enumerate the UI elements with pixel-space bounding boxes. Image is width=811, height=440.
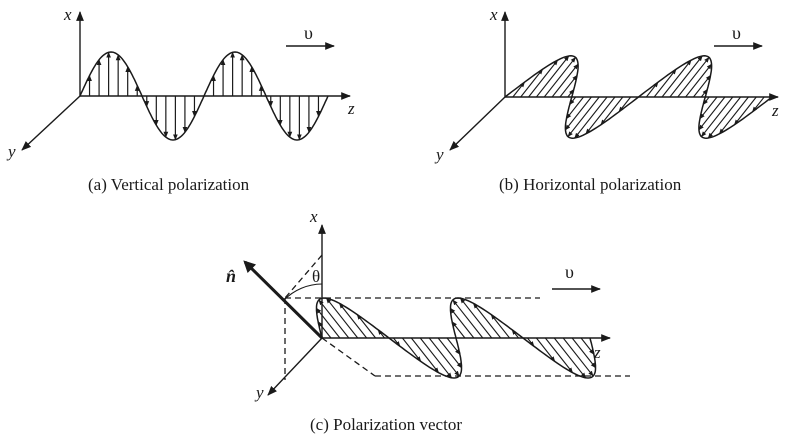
- field-arrow: [700, 89, 708, 98]
- panel-a-vertical-polarization: [21, 11, 351, 151]
- panel-a-label-y: y: [6, 142, 16, 161]
- field-arrow: [618, 96, 632, 113]
- panel-a-field-arrows: [87, 51, 321, 141]
- field-arrow: [751, 96, 765, 113]
- field-arrow: [698, 96, 726, 131]
- field-arrow: [685, 63, 712, 98]
- field-arrow: [528, 59, 559, 98]
- field-arrow: [567, 96, 600, 138]
- field-arrow: [393, 337, 401, 347]
- panel-c-polarization-vector: [243, 224, 630, 396]
- field-arrow: [544, 337, 574, 374]
- field-arrow: [718, 96, 749, 135]
- panel-b-label-z: z: [771, 101, 779, 120]
- field-arrow: [316, 307, 341, 339]
- field-arrow: [338, 302, 368, 339]
- panel-c-label-velocity: υ: [565, 262, 574, 282]
- panel-a-label-velocity: υ: [304, 23, 313, 43]
- field-arrow: [693, 74, 712, 98]
- field-arrow: [318, 299, 350, 339]
- panel-b-label-x: x: [489, 5, 498, 24]
- field-arrow: [325, 297, 359, 339]
- field-arrow: [511, 329, 519, 339]
- panel-c-label-theta: θ: [312, 267, 320, 286]
- panel-c-label-z: z: [593, 343, 601, 362]
- panel-c-theta-arc: [283, 283, 323, 301]
- field-arrow: [520, 68, 544, 98]
- field-arrow: [707, 96, 742, 139]
- field-arrow: [551, 63, 579, 98]
- panel-c-label-x: x: [309, 207, 318, 226]
- field-arrow: [559, 74, 578, 98]
- panel-c-label-y: y: [254, 383, 264, 402]
- field-arrow: [571, 337, 596, 369]
- panel-b-wave: [504, 55, 773, 139]
- field-arrow: [451, 321, 466, 339]
- field-arrow: [567, 89, 575, 98]
- field-arrow: [580, 337, 595, 355]
- field-arrow: [527, 337, 535, 347]
- panel-b-field-arrows: [512, 55, 765, 139]
- field-arrow: [428, 337, 460, 377]
- field-arrow: [410, 337, 440, 374]
- panel-b-label-velocity: υ: [732, 23, 741, 43]
- field-arrow: [701, 96, 734, 138]
- field-arrow: [543, 56, 576, 98]
- panel-c-y-axis: [267, 337, 323, 396]
- field-arrow: [562, 337, 594, 377]
- field-arrow: [574, 96, 608, 139]
- panel-a-label-z: z: [347, 99, 355, 118]
- panel-a-wave: [79, 51, 329, 141]
- panel-a-label-x: x: [63, 5, 72, 24]
- field-arrow: [585, 96, 616, 135]
- panel-b-label-y: y: [434, 145, 444, 164]
- field-arrow: [565, 96, 592, 131]
- field-arrow: [677, 56, 710, 98]
- field-arrow: [600, 96, 624, 126]
- field-arrow: [733, 96, 757, 126]
- panel-c-unit-vector-arrow: [243, 260, 324, 340]
- field-arrow: [437, 337, 462, 369]
- field-arrow: [565, 96, 584, 120]
- field-arrow: [653, 68, 677, 98]
- panel-a-caption: (a) Vertical polarization: [88, 175, 250, 194]
- field-arrow: [459, 297, 493, 339]
- panel-c-field-hatch: [316, 297, 596, 379]
- field-arrow: [661, 59, 692, 98]
- panel-b-y-axis: [449, 96, 506, 151]
- field-arrow: [419, 337, 453, 379]
- field-arrow: [553, 337, 587, 379]
- field-arrow: [356, 314, 377, 339]
- field-arrow: [472, 302, 502, 339]
- panel-c-label-unit-vector: n̂: [226, 266, 236, 286]
- field-arrow: [535, 55, 570, 98]
- field-arrow: [702, 96, 710, 105]
- field-arrow: [377, 329, 385, 339]
- field-arrow: [452, 299, 484, 339]
- field-arrow: [645, 81, 659, 98]
- panel-c-caption: (c) Polarization vector: [310, 415, 462, 434]
- panel-b-caption: (b) Horizontal polarization: [499, 175, 682, 194]
- field-arrow: [317, 321, 332, 339]
- field-arrow: [490, 314, 511, 339]
- field-arrow: [535, 337, 556, 362]
- panel-b-horizontal-polarization: [449, 11, 779, 151]
- field-arrow: [512, 81, 526, 98]
- panel-a-y-axis: [21, 95, 81, 151]
- field-arrow: [446, 337, 461, 355]
- field-arrow: [450, 307, 475, 339]
- field-arrow: [669, 55, 703, 98]
- field-arrow: [401, 337, 422, 362]
- field-arrow: [699, 96, 718, 120]
- field-arrow: [569, 96, 577, 105]
